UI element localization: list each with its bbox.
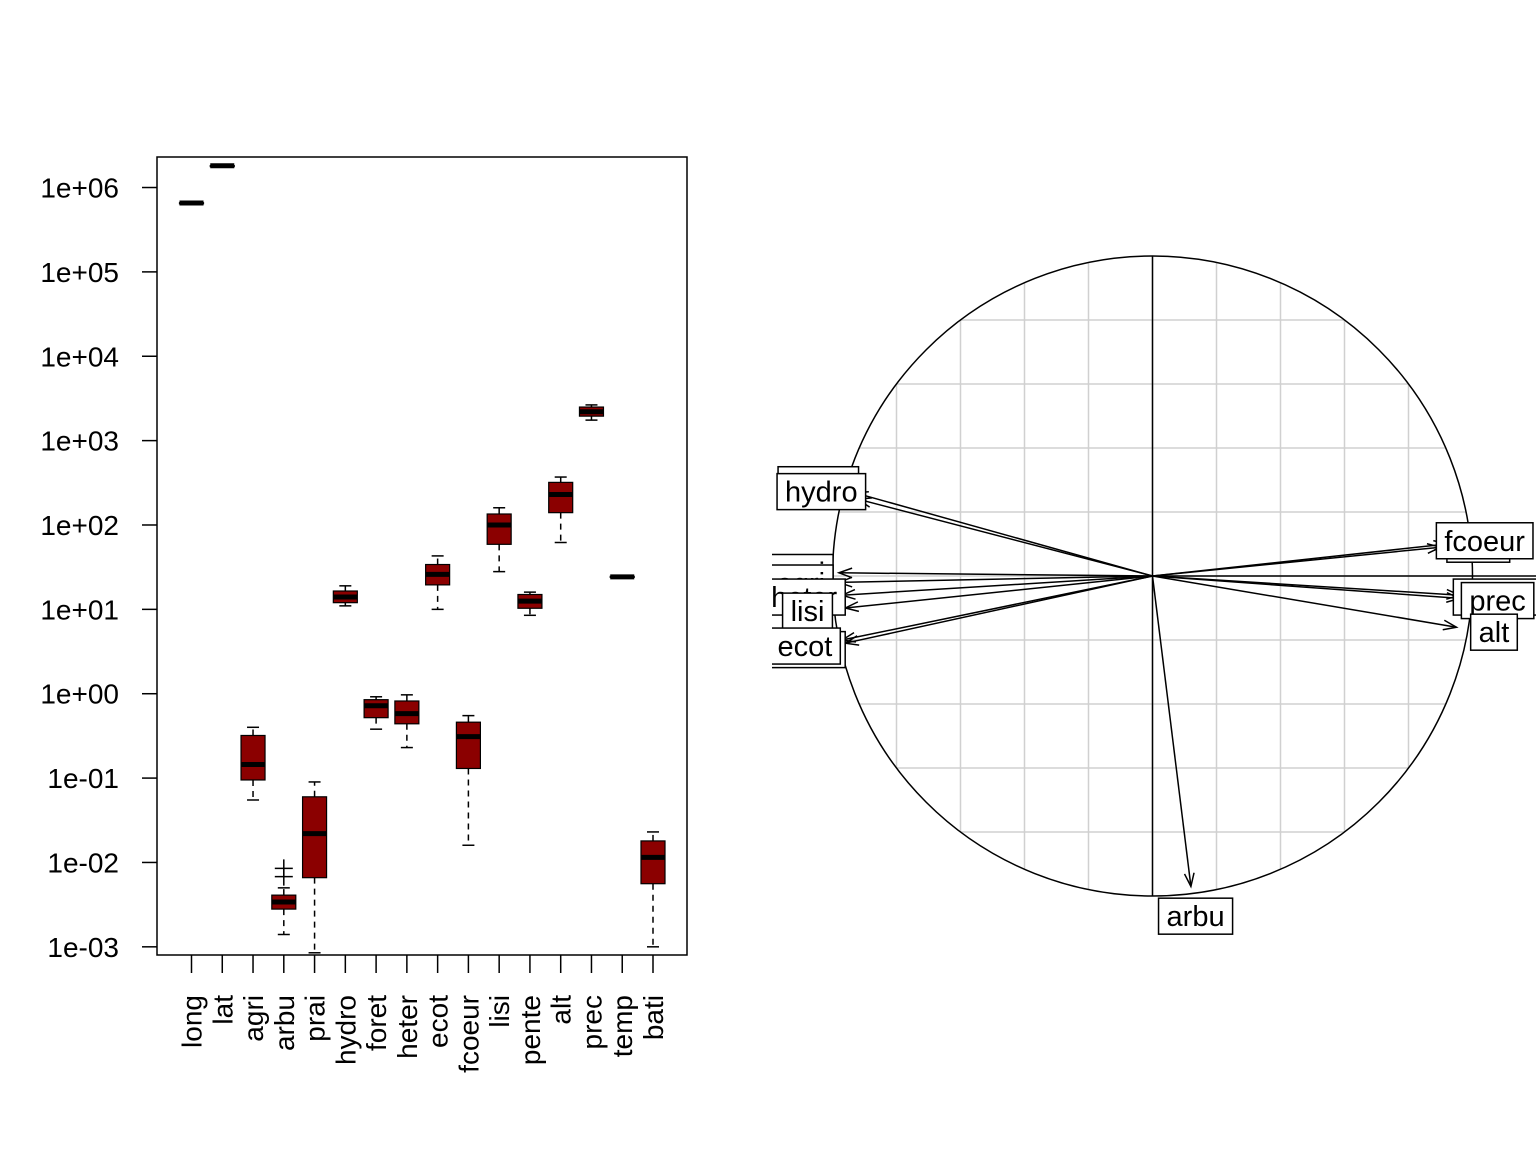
variable-label-fcoeur: fcoeur — [1435, 522, 1534, 560]
y-tick-label: 1e+03 — [40, 426, 119, 457]
box-foret — [363, 696, 389, 730]
x-tick-label: lisi — [484, 995, 515, 1028]
variable-label-ecot: ecot — [772, 627, 842, 665]
box-long — [178, 200, 205, 206]
loading-arrow-hydro — [855, 497, 1153, 577]
box-iqr — [301, 796, 328, 879]
x-tick-label: hydro — [330, 995, 361, 1065]
box-hydro — [332, 585, 358, 607]
y-tick-label: 1e-01 — [47, 763, 119, 794]
x-tick-label: arbu — [269, 995, 300, 1051]
variable-label-hydro: hydro — [776, 472, 867, 511]
x-tick-label: prai — [300, 995, 331, 1042]
y-tick-label: 1e+04 — [40, 341, 119, 372]
loading-arrow-arbu — [1151, 575, 1195, 889]
box-iqr — [548, 481, 574, 514]
box-alt — [548, 476, 574, 544]
y-tick-label: 1e+06 — [40, 173, 119, 204]
x-tick-label: foret — [361, 995, 392, 1051]
box-iqr — [640, 840, 666, 885]
plot-frame — [156, 156, 688, 956]
x-tick-label: ecot — [423, 995, 454, 1048]
y-tick-label: 1e-03 — [47, 932, 119, 963]
box-bati — [640, 831, 666, 948]
circle-plot-area: temphydropraiagriheterlisiforetecotarbub… — [772, 255, 1536, 935]
y-tick-label: 1e+01 — [40, 594, 119, 625]
box-temp — [609, 574, 635, 580]
loading-arrow-prec — [1152, 575, 1462, 603]
box-agri — [240, 726, 266, 801]
y-tick-label: 1e+00 — [40, 679, 119, 710]
box-iqr — [486, 513, 512, 545]
box-prec — [578, 404, 605, 421]
variable-label-alt: alt — [1469, 613, 1519, 651]
x-tick-label: heter — [392, 995, 423, 1059]
box-heter — [394, 694, 420, 749]
box-iqr — [455, 721, 481, 770]
box-fcoeur — [455, 714, 481, 846]
box-ecot — [425, 555, 451, 611]
variable-label-text: arbu — [1167, 901, 1225, 933]
variable-label-text: fcoeur — [1444, 526, 1525, 558]
box-iqr — [363, 699, 389, 719]
x-tick-label: lat — [207, 995, 238, 1025]
x-tick-label: agri — [238, 995, 269, 1042]
x-tick-label: long — [177, 995, 208, 1048]
variable-label-text: hydro — [785, 477, 858, 509]
box-prai — [301, 781, 328, 954]
variable-label-arbu: arbu — [1157, 897, 1234, 935]
loading-arrow-fcoeur — [1152, 539, 1450, 577]
y-tick-label: 1e+02 — [40, 510, 119, 541]
loading-arrow-foret — [843, 575, 1153, 646]
x-tick-label: temp — [607, 995, 638, 1057]
box-lat — [209, 163, 235, 169]
variable-label-text: ecot — [777, 631, 832, 663]
box-arbu — [271, 859, 297, 936]
loading-arrow-alt — [1152, 575, 1459, 631]
x-tick-label: prec — [576, 995, 607, 1049]
variable-label-text: alt — [1479, 617, 1510, 649]
variable-label-prec: prec — [1460, 581, 1535, 620]
correlation-circle-panel: temphydropraiagriheterlisiforetecotarbub… — [772, 255, 1536, 935]
y-tick-label: 1e-02 — [47, 847, 119, 878]
variable-label-text: prec — [1469, 586, 1525, 618]
boxplot-panel: 1e-03 1e-02 1e-01 1e+00 1e+01 1e+02 1e+03 1e+04… — [40, 156, 688, 1073]
box-pente — [517, 591, 543, 617]
outlier-point — [274, 859, 293, 878]
x-tick-label: bati — [638, 995, 669, 1040]
x-tick-label: fcoeur — [453, 995, 484, 1073]
y-tick-label: 1e+05 — [40, 257, 119, 288]
x-tick-label: pente — [515, 995, 546, 1065]
x-tick-label: alt — [546, 995, 577, 1025]
variable-label-text: lisi — [791, 596, 825, 628]
box-lisi — [486, 507, 512, 573]
loading-arrow-prai — [836, 567, 1153, 579]
loading-arrow-temp — [852, 490, 1153, 577]
variable-label-lisi: lisi — [781, 592, 834, 630]
box-iqr — [240, 734, 266, 781]
